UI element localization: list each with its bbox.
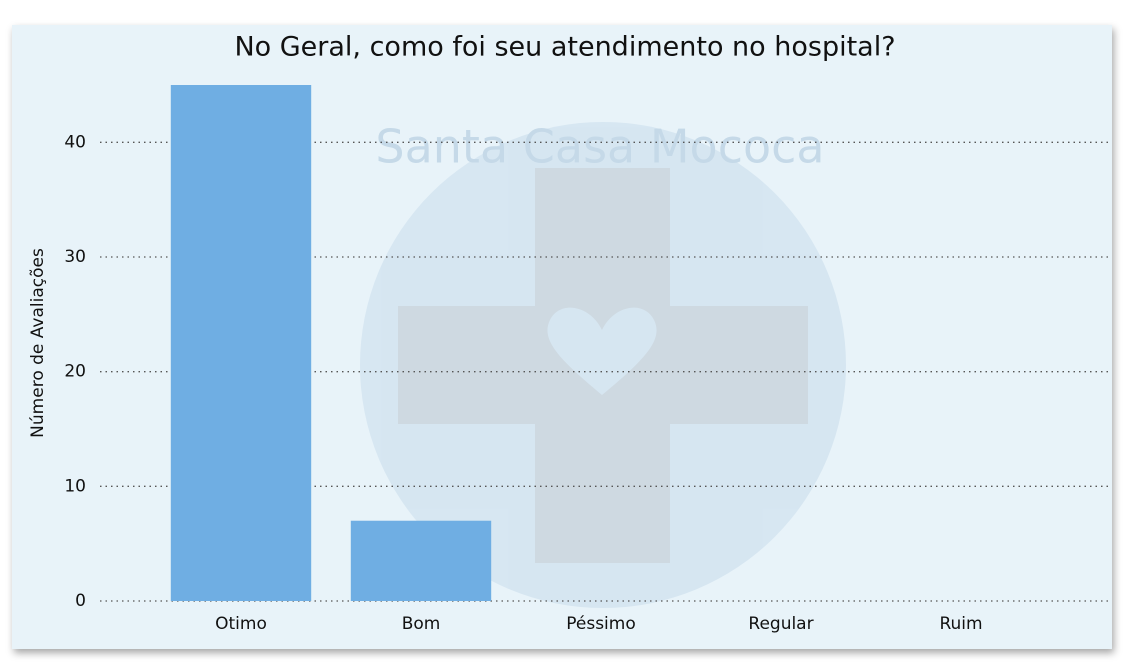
y-axis-label: Número de Avaliações — [28, 248, 48, 438]
y-tick-label: 10 — [64, 476, 86, 496]
watermark-logo — [360, 122, 846, 608]
x-tick-label: Péssimo — [566, 614, 636, 634]
x-tick-label: Bom — [402, 614, 441, 634]
bar — [350, 520, 492, 601]
x-tick-label: Regular — [748, 614, 813, 634]
x-tick-label: Ruim — [939, 614, 982, 634]
watermark-text: Santa Casa Mococa — [375, 120, 824, 174]
x-tick-label: Otimo — [215, 614, 267, 634]
y-tick-label: 30 — [64, 247, 86, 267]
bar — [170, 85, 312, 601]
y-tick-label: 20 — [64, 362, 86, 382]
y-tick-label: 40 — [64, 132, 86, 152]
y-tick-label: 0 — [75, 591, 86, 611]
chart-title: No Geral, como foi seu atendimento no ho… — [234, 32, 895, 63]
